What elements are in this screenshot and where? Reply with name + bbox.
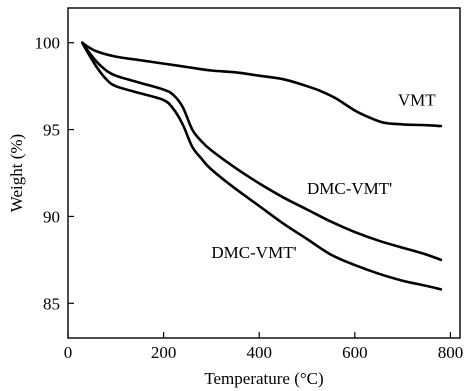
series-label-1: VMT	[398, 90, 436, 109]
axes: 0 200 400 600 800 85 90 95 100	[35, 7, 464, 362]
plot-frame	[67, 7, 461, 339]
series-group	[81, 41, 443, 291]
series-label-3: DMC-VMT'	[211, 243, 296, 262]
x-axis-title: Temperature (°C)	[204, 369, 323, 388]
y-axis-title: Weight (%)	[7, 134, 26, 212]
x-tick-label: 600	[342, 343, 368, 362]
series-label-2: DMC-VMT'	[307, 179, 392, 198]
series-line-3	[81, 41, 443, 291]
y-tick-label: 85	[43, 294, 60, 313]
x-tick-label: 800	[438, 343, 464, 362]
y-tick-label: 95	[43, 121, 60, 140]
x-tick-label: 0	[64, 343, 73, 362]
series-labels: VMT DMC-VMT' DMC-VMT'	[211, 90, 436, 262]
y-tick-label: 90	[43, 207, 60, 226]
series-line-2	[81, 41, 443, 262]
series-line-1	[81, 41, 443, 128]
y-tick-label: 100	[35, 34, 61, 53]
x-tick-label: 400	[246, 343, 272, 362]
x-tick-label: 200	[151, 343, 177, 362]
